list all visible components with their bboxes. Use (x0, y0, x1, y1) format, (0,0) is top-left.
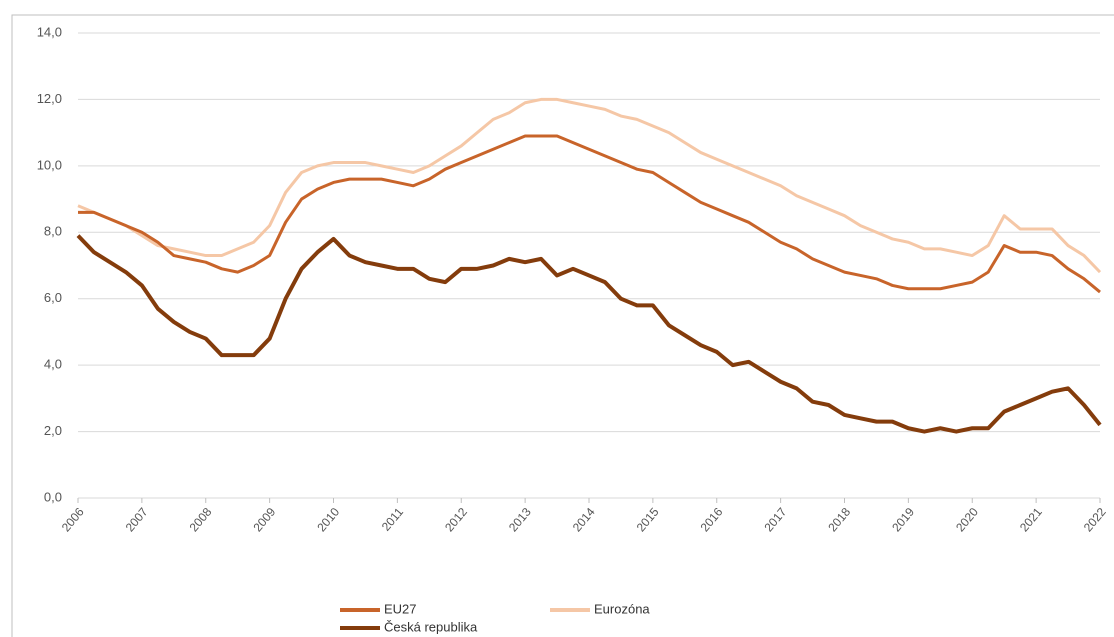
x-tick-label: 2019 (889, 505, 917, 535)
y-tick-label: 0,0 (44, 489, 62, 504)
series-line (78, 134, 1101, 294)
x-tick-label: 2017 (761, 505, 789, 535)
x-tick-label: 2016 (698, 505, 726, 535)
y-tick-label: 14,0 (37, 24, 62, 39)
x-tick-label: 2015 (634, 505, 662, 535)
x-tick-label: 2012 (442, 505, 470, 535)
y-tick-label: 12,0 (37, 91, 62, 106)
x-tick-label: 2022 (1081, 505, 1109, 535)
x-tick-label: 2007 (123, 505, 151, 535)
x-tick-label: 2013 (506, 505, 534, 535)
y-tick-label: 4,0 (44, 357, 62, 372)
x-tick-label: 2021 (1017, 505, 1045, 535)
y-tick-label: 2,0 (44, 423, 62, 438)
x-tick-label: 2008 (187, 505, 215, 535)
x-tick-label: 2020 (953, 505, 981, 535)
y-tick-label: 6,0 (44, 290, 62, 305)
x-tick-label: 2011 (379, 505, 407, 534)
x-tick-label: 2014 (570, 505, 598, 535)
legend-label: Eurozóna (594, 601, 650, 616)
x-tick-label: 2009 (250, 505, 278, 535)
x-tick-label: 2006 (59, 505, 87, 535)
legend-label: EU27 (384, 601, 417, 616)
legend-label: Česká republika (384, 619, 478, 634)
series-line (77, 97, 1102, 274)
y-tick-label: 8,0 (44, 224, 62, 239)
x-tick-label: 2010 (314, 505, 342, 535)
x-tick-label: 2018 (825, 505, 853, 535)
series-line (76, 234, 1102, 434)
y-tick-label: 10,0 (37, 157, 62, 172)
chart-border (11, 14, 1114, 637)
